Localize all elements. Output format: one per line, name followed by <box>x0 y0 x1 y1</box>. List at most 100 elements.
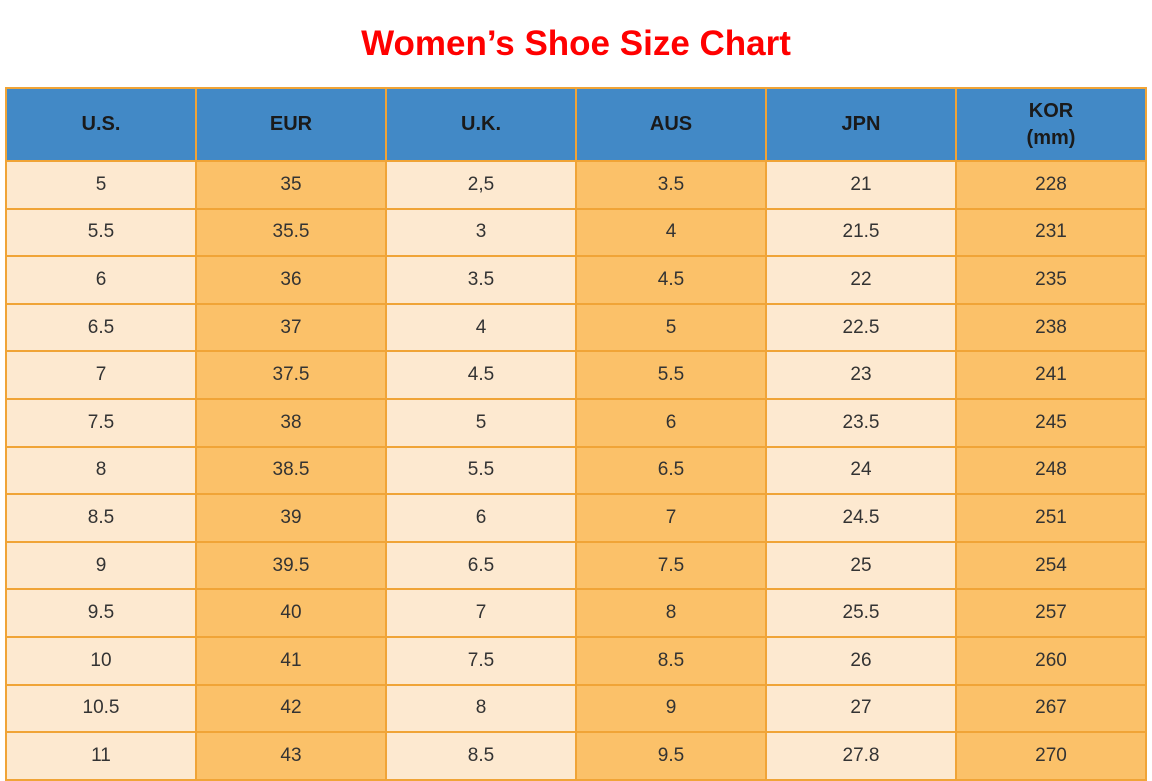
table-cell: 22.5 <box>765 302 957 353</box>
table-cell: 36 <box>195 255 387 305</box>
table-cell: 6.5 <box>575 445 767 496</box>
table-cell: 9 <box>5 540 197 591</box>
table-row: 6.5 37 4 5 22.5 238 <box>5 302 1147 353</box>
table-cell: 5 <box>575 302 767 353</box>
table-cell: 39 <box>195 493 387 543</box>
table-cell: 241 <box>955 350 1147 400</box>
table-cell: 6.5 <box>5 302 197 353</box>
table-cell: 7 <box>5 350 197 400</box>
table-cell: 39.5 <box>195 540 387 591</box>
table-cell: 5.5 <box>385 445 577 496</box>
table-cell: 8 <box>5 445 197 496</box>
header-row: U.S. EUR U.K. AUS JPN KOR (mm) <box>5 87 1147 162</box>
column-header: KOR (mm) <box>955 87 1147 162</box>
table-cell: 235 <box>955 255 1147 305</box>
table-cell: 8 <box>385 683 577 734</box>
table-row: 8 38.5 5.5 6.5 24 248 <box>5 445 1147 496</box>
table-cell: 3 <box>385 207 577 258</box>
table-cell: 7 <box>385 588 577 638</box>
table-cell: 25.5 <box>765 588 957 638</box>
table-cell: 231 <box>955 207 1147 258</box>
table-cell: 7.5 <box>5 397 197 448</box>
table-cell: 25 <box>765 540 957 591</box>
table-cell: 38.5 <box>195 445 387 496</box>
table-cell: 8.5 <box>385 731 577 781</box>
shoe-size-table: U.S. EUR U.K. AUS JPN KOR (mm) 5 35 2,5 3.5 21 228… <box>5 87 1147 781</box>
table-cell: 24 <box>765 445 957 496</box>
title-bar: Women’s Shoe Size Chart <box>0 0 1152 87</box>
column-header: U.K. <box>385 87 577 162</box>
table-row: 8.5 39 6 7 24.5 251 <box>5 493 1147 543</box>
table-cell: 248 <box>955 445 1147 496</box>
table-cell: 37 <box>195 302 387 353</box>
table-cell: 5.5 <box>575 350 767 400</box>
table-cell: 21 <box>765 160 957 210</box>
table-cell: 5.5 <box>5 207 197 258</box>
table-cell: 257 <box>955 588 1147 638</box>
table-cell: 251 <box>955 493 1147 543</box>
table-row: 10.5 42 8 9 27 267 <box>5 683 1147 734</box>
table-row: 6 36 3.5 4.5 22 235 <box>5 255 1147 305</box>
table-cell: 267 <box>955 683 1147 734</box>
table-cell: 26 <box>765 635 957 686</box>
table-cell: 27.8 <box>765 731 957 781</box>
table-cell: 22 <box>765 255 957 305</box>
table-cell: 2,5 <box>385 160 577 210</box>
table-cell: 8 <box>575 588 767 638</box>
table-cell: 6 <box>5 255 197 305</box>
table-header: U.S. EUR U.K. AUS JPN KOR (mm) <box>5 87 1147 162</box>
table-cell: 42 <box>195 683 387 734</box>
table-cell: 10 <box>5 635 197 686</box>
table-cell: 9 <box>575 683 767 734</box>
page-title: Women’s Shoe Size Chart <box>361 23 791 63</box>
table-cell: 23 <box>765 350 957 400</box>
table-cell: 260 <box>955 635 1147 686</box>
table-cell: 37.5 <box>195 350 387 400</box>
table-cell: 3.5 <box>575 160 767 210</box>
table-cell: 4 <box>385 302 577 353</box>
table-cell: 228 <box>955 160 1147 210</box>
table-cell: 6 <box>575 397 767 448</box>
table-cell: 238 <box>955 302 1147 353</box>
table-cell: 5 <box>5 160 197 210</box>
table-row: 7.5 38 5 6 23.5 245 <box>5 397 1147 448</box>
table-cell: 7.5 <box>385 635 577 686</box>
table-cell: 35 <box>195 160 387 210</box>
table-cell: 27 <box>765 683 957 734</box>
table-row: 11 43 8.5 9.5 27.8 270 <box>5 731 1147 781</box>
table-cell: 21.5 <box>765 207 957 258</box>
table-cell: 7.5 <box>575 540 767 591</box>
table-row: 5 35 2,5 3.5 21 228 <box>5 160 1147 210</box>
table-row: 9.5 40 7 8 25.5 257 <box>5 588 1147 638</box>
table-cell: 10.5 <box>5 683 197 734</box>
table-cell: 254 <box>955 540 1147 591</box>
table-row: 10 41 7.5 8.5 26 260 <box>5 635 1147 686</box>
table-cell: 7 <box>575 493 767 543</box>
table-cell: 5 <box>385 397 577 448</box>
table-cell: 4.5 <box>575 255 767 305</box>
column-header: U.S. <box>5 87 197 162</box>
table-cell: 23.5 <box>765 397 957 448</box>
table-row: 5.5 35.5 3 4 21.5 231 <box>5 207 1147 258</box>
table-cell: 35.5 <box>195 207 387 258</box>
table-cell: 4.5 <box>385 350 577 400</box>
column-header: JPN <box>765 87 957 162</box>
table-cell: 38 <box>195 397 387 448</box>
table-cell: 40 <box>195 588 387 638</box>
table-cell: 3.5 <box>385 255 577 305</box>
table-cell: 270 <box>955 731 1147 781</box>
table-row: 9 39.5 6.5 7.5 25 254 <box>5 540 1147 591</box>
column-header: EUR <box>195 87 387 162</box>
table-cell: 9.5 <box>5 588 197 638</box>
table-body: 5 35 2,5 3.5 21 228 5.5 35.5 3 4 21.5 231 6 36 3.5 4.5 2… <box>5 160 1147 781</box>
table-cell: 8.5 <box>5 493 197 543</box>
table-cell: 9.5 <box>575 731 767 781</box>
table-row: 7 37.5 4.5 5.5 23 241 <box>5 350 1147 400</box>
table-cell: 6.5 <box>385 540 577 591</box>
table-cell: 43 <box>195 731 387 781</box>
table-cell: 8.5 <box>575 635 767 686</box>
column-header: AUS <box>575 87 767 162</box>
table-cell: 6 <box>385 493 577 543</box>
table-cell: 41 <box>195 635 387 686</box>
table-cell: 11 <box>5 731 197 781</box>
